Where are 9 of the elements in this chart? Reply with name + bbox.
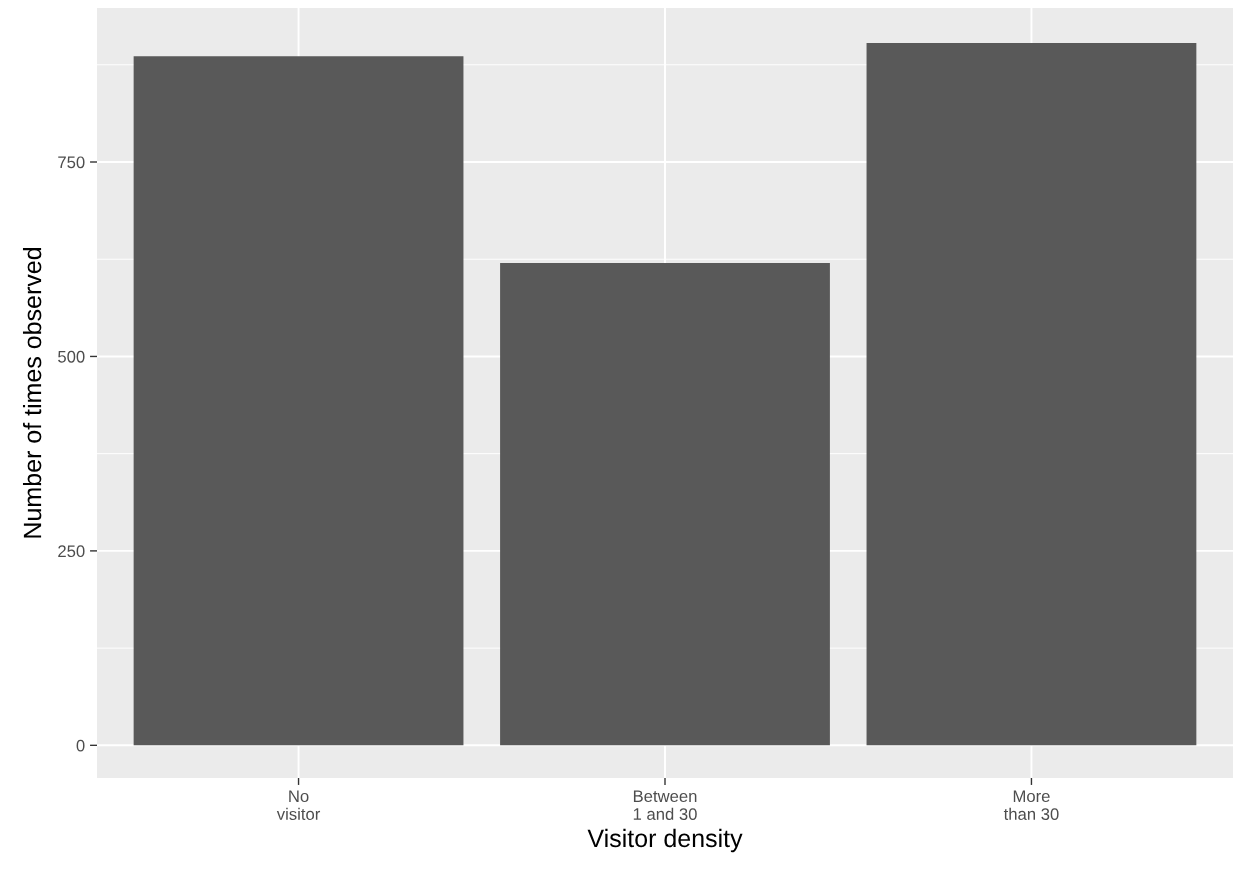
y-tick-label: 250 [58, 545, 85, 558]
y-tick-label: 0 [76, 739, 85, 752]
y-tick-label: 750 [58, 156, 85, 169]
y-axis-title: Number of times observed [22, 248, 42, 538]
x-tick-label: More than 30 [1003, 790, 1059, 820]
x-axis-title: Visitor density [587, 828, 743, 853]
x-tick-label: Between 1 and 30 [633, 790, 697, 820]
x-tick-label: No visitor [276, 790, 321, 820]
y-tick-label: 500 [58, 350, 85, 363]
